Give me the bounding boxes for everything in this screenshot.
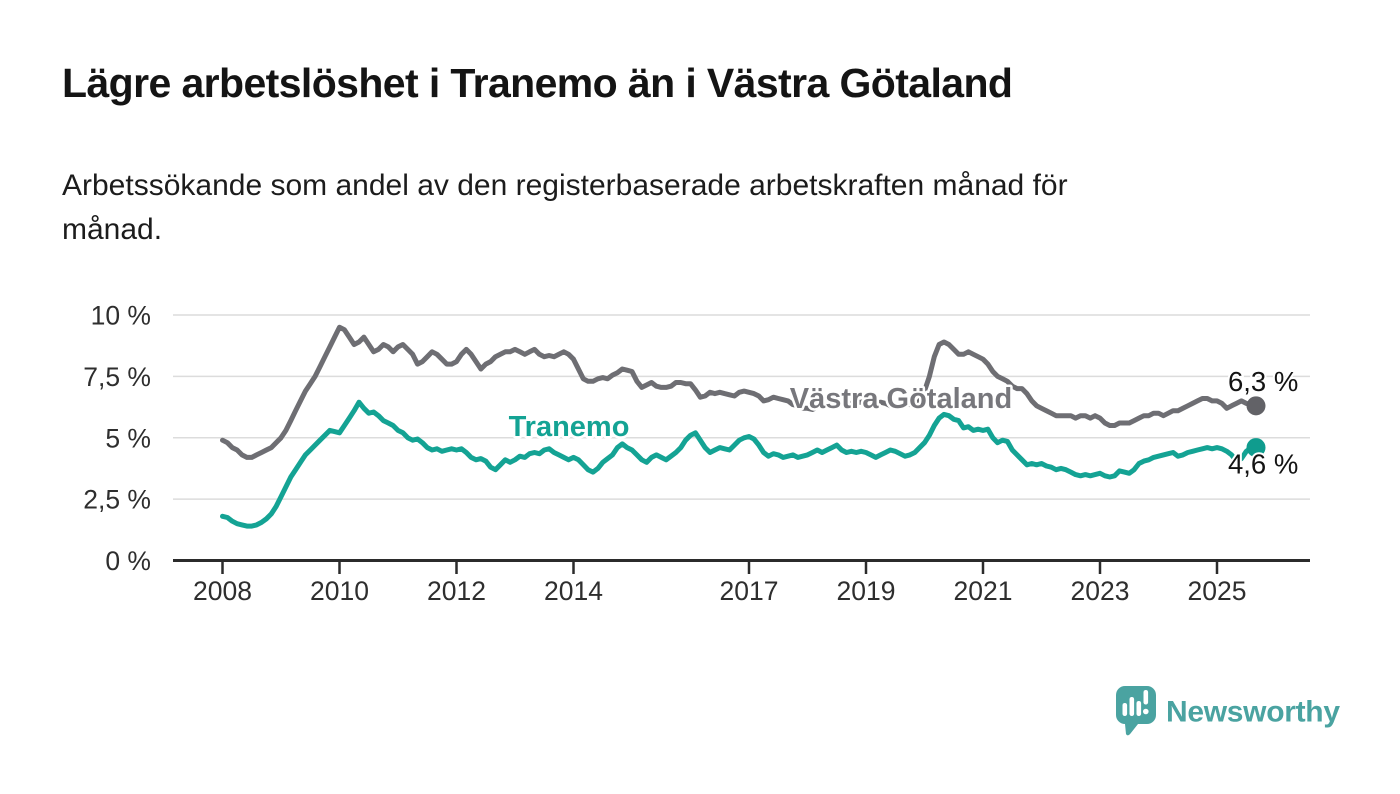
page-title: Lägre arbetslöshet i Tranemo än i Västra…	[62, 60, 1013, 106]
subtitle-line-1: Arbetssökande som andel av den registerb…	[62, 169, 1068, 202]
x-axis-label: 2017	[720, 576, 779, 606]
x-axis-label: 2010	[310, 576, 369, 606]
vastra-gotaland-series-label: Västra Götaland	[790, 383, 1012, 415]
tranemo-line	[220, 399, 1259, 529]
subtitle-line-2: månad.	[62, 213, 163, 246]
x-axis-label: 2021	[954, 576, 1013, 606]
tranemo-end-dot	[1246, 438, 1266, 458]
speech-bubble-shape	[1116, 686, 1156, 736]
x-axis-label: 2012	[427, 576, 486, 606]
bar-1	[1122, 703, 1128, 716]
y-axis-label: 2,5 %	[83, 485, 151, 515]
x-axis-label: 2019	[837, 576, 896, 606]
bar-2	[1129, 697, 1135, 716]
x-axis-label: 2025	[1188, 576, 1247, 606]
vastra-gotaland-end-dot	[1246, 396, 1266, 416]
tranemo-series-label: Tranemo	[509, 411, 630, 443]
y-axis-label: 5 %	[105, 423, 151, 453]
y-axis-label: 10 %	[91, 301, 151, 331]
x-axis-label: 2008	[193, 576, 252, 606]
page-subtitle: Arbetssökande som andel av den registerb…	[62, 164, 1068, 252]
newsworthy-logo-text: Newsworthy	[1166, 696, 1340, 729]
exclamation-bar	[1143, 690, 1149, 705]
exclamation-dot	[1143, 708, 1149, 715]
y-axis-label: 0 %	[105, 546, 151, 576]
bar-3	[1136, 701, 1142, 716]
y-axis-label: 7,5 %	[83, 362, 151, 392]
vastra-gotaland-line	[220, 324, 1259, 460]
newsworthy-logo-icon	[1116, 686, 1156, 736]
newsworthy-logo: Newsworthy	[1116, 686, 1341, 736]
x-axis-label: 2023	[1071, 576, 1130, 606]
vastra-gotaland-end-value: 6,3 %	[1228, 366, 1298, 397]
x-axis-label: 2014	[544, 576, 603, 606]
tranemo-end-value: 4,6 %	[1228, 449, 1298, 480]
